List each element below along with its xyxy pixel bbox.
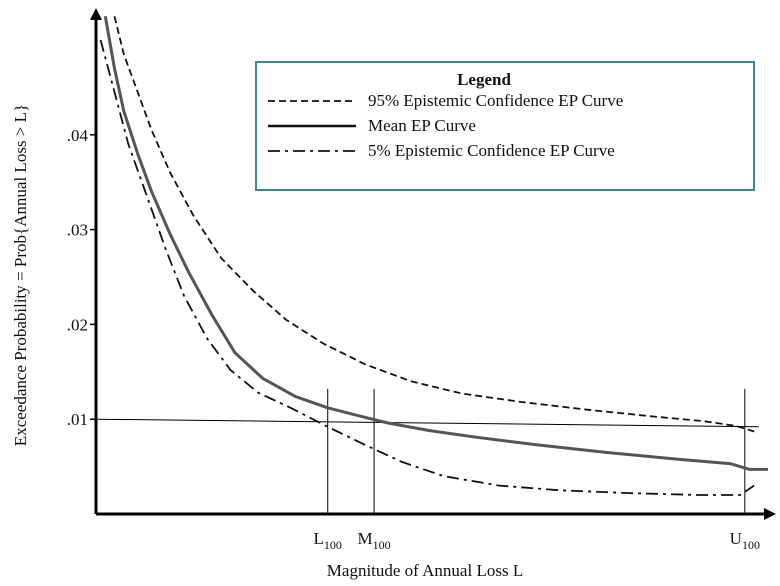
x-tick-label-1: M100 [358, 529, 391, 552]
y-tick-label-1: .02 [67, 315, 88, 334]
legend-label-2: 5% Epistemic Confidence EP Curve [368, 141, 615, 160]
legend-label-0: 95% Epistemic Confidence EP Curve [368, 91, 623, 110]
y-axis-title: Exceedance Probability = Prob{Annual Los… [11, 104, 30, 446]
y-tick-label-3: .04 [67, 126, 89, 145]
x-tick-label-2: U100 [730, 529, 760, 552]
ticks: .01 .02 .03 .04 L100 M100 U100 [67, 126, 760, 552]
legend-label-1: Mean EP Curve [368, 116, 476, 135]
reference-line [95, 418, 759, 428]
series-line-1 [103, 16, 768, 471]
reference-lines [95, 388, 759, 514]
legend-entries: 95% Epistemic Confidence EP Curve Mean EP… [268, 91, 623, 160]
y-tick-label-2: .03 [67, 221, 88, 240]
y-tick-label-0: .01 [67, 410, 88, 429]
legend-title: Legend [457, 70, 511, 89]
x-tick-label-0: L100 [314, 529, 342, 552]
legend: Legend 95% Epistemic Confidence EP Curve… [255, 61, 755, 191]
series-line-0 [113, 16, 755, 433]
x-axis-title: Magnitude of Annual Loss L [327, 561, 523, 580]
series-layer [99, 16, 768, 496]
